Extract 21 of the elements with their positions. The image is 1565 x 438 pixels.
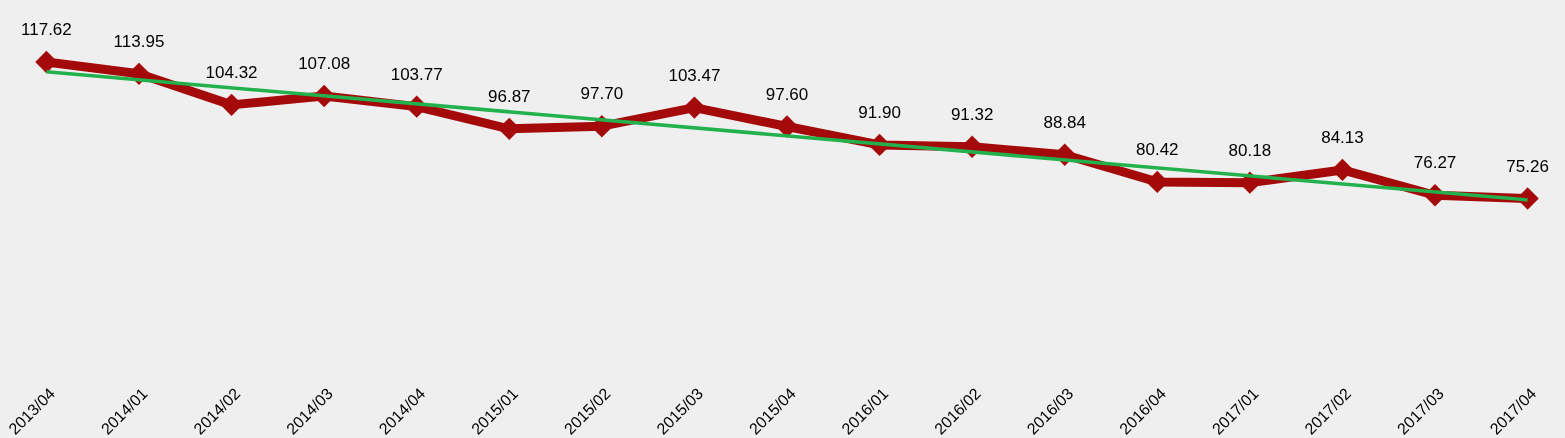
data-label: 96.87: [488, 86, 531, 106]
data-label: 113.95: [113, 31, 165, 51]
data-label: 91.90: [858, 102, 901, 122]
data-label: 107.08: [298, 53, 351, 73]
data-label: 97.70: [580, 84, 624, 104]
data-label: 117.62: [21, 20, 72, 39]
data-label: 88.84: [1043, 112, 1086, 132]
data-label: 104.32: [205, 62, 258, 82]
point: [35, 50, 58, 74]
data-label: 80.42: [1136, 139, 1179, 159]
data-label: 103.47: [668, 65, 721, 85]
data-label: 76.27: [1413, 153, 1457, 173]
point: [220, 93, 243, 117]
point: [1331, 158, 1354, 182]
data-label: 91.32: [950, 104, 994, 124]
data-label: 97.60: [765, 84, 809, 104]
data-label: 84.13: [1321, 127, 1364, 147]
data-label: 80.18: [1228, 140, 1272, 160]
data-label: 75.26: [1506, 156, 1549, 176]
data-label: 103.77: [390, 64, 443, 84]
point: [683, 96, 706, 119]
